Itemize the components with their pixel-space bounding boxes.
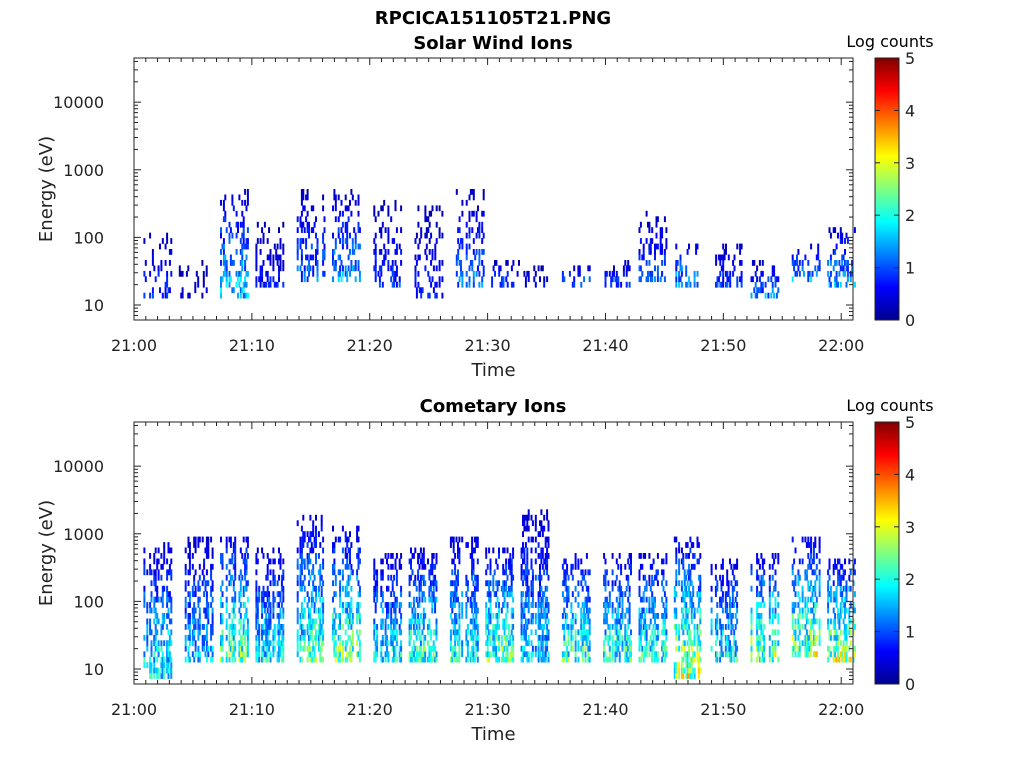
solar-wind-y-tick-labels: 10 100 1000 10000 [53,93,104,315]
solar-wind-x-tick-labels: 21:00 21:10 21:20 21:30 21:40 21:50 22:00 [111,336,864,355]
x-tick-label: 21:10 [229,700,275,719]
y-tick-label: 10000 [53,457,104,476]
solar-wind-ylabel: Energy (eV) [36,136,57,242]
heatmap-burst [178,260,208,299]
solar-wind-ticks [133,58,854,321]
colorbar-tick-label: 0 [905,311,915,330]
heatmap-burst [332,525,361,663]
solar-wind-xlabel: Time [470,360,515,381]
colorbar-tick-label: 3 [905,154,915,173]
heatmap-burst [414,205,444,299]
heatmap-burst [520,509,550,663]
heatmap-burst [408,547,438,663]
y-tick-label: 10 [84,296,104,315]
cometary-heatmap [143,509,856,679]
y-tick-label: 1000 [63,525,104,544]
heatmap-burst [827,227,856,288]
heatmap-burst [143,232,173,299]
solar-wind-heatmap [143,189,856,299]
heatmap-burst [715,243,743,288]
x-tick-label: 22:00 [818,700,864,719]
heatmap-burst [296,514,325,663]
y-tick-label: 10 [84,660,104,679]
solar-wind-colorbar-ticks: 0 1 2 3 4 5 [875,49,915,330]
colorbar-tick-label: 2 [905,570,915,589]
x-tick-label: 21:40 [582,336,628,355]
heatmap-burst [750,553,780,663]
colorbar-tick-label: 2 [905,206,915,225]
y-tick-label: 100 [73,592,104,611]
heatmap-burst [373,199,403,288]
colorbar-tick-label: 5 [905,49,915,68]
solar-wind-colorbar-label: Log counts [846,32,933,51]
solar-wind-plot-frame [133,57,854,321]
heatmap-burst [603,553,632,663]
heatmap-burst [449,536,479,663]
colorbar-tick-label: 4 [905,101,915,120]
y-tick-label: 10000 [53,93,104,112]
x-tick-label: 21:10 [229,336,275,355]
y-tick-label: 1000 [63,161,104,180]
heatmap-burst [675,243,699,288]
colorbar-tick-label: 3 [905,518,915,537]
x-tick-label: 21:40 [582,700,628,719]
heatmap-burst [455,189,485,288]
cometary-colorbar-ticks: 0 1 2 3 4 5 [875,413,915,694]
heatmap-burst [143,542,173,679]
heatmap-burst [523,265,549,288]
heatmap-burst [638,553,668,663]
heatmap-burst [220,189,249,299]
cometary-xlabel: Time [470,724,515,745]
solar-wind-title: Solar Wind Ions [413,33,572,54]
colorbar-tick-label: 1 [905,623,915,642]
heatmap-burst [561,265,591,288]
x-tick-label: 21:50 [700,336,746,355]
cometary-x-tick-labels: 21:00 21:10 21:20 21:30 21:40 21:50 22:00 [111,700,864,719]
heatmap-burst [296,189,326,283]
cometary-colorbar-label: Log counts [846,396,933,415]
cometary-ticks [133,422,854,685]
colorbar-tick-label: 1 [905,259,915,278]
x-tick-label: 22:00 [818,336,864,355]
heatmap-burst [791,536,821,658]
heatmap-burst [638,210,668,283]
x-tick-label: 21:30 [465,700,511,719]
x-tick-label: 21:00 [111,700,157,719]
heatmap-burst [750,260,780,299]
colorbar-tick-label: 5 [905,413,915,432]
heatmap-burst [673,536,702,679]
cometary-colorbar [874,421,900,685]
colorbar-tick-label: 4 [905,465,915,484]
heatmap-burst [491,260,520,288]
heatmap-burst [332,189,361,283]
heatmap-burst [561,553,591,663]
cometary-title: Cometary Ions [420,396,567,417]
heatmap-burst [710,558,739,663]
x-tick-label: 21:20 [347,700,393,719]
heatmap-burst [184,536,214,663]
heatmap-burst [485,547,515,663]
cometary-plot-frame [133,421,854,685]
heatmap-burst [255,547,285,663]
heatmap-burst [827,558,856,663]
cometary-ylabel: Energy (eV) [36,500,57,606]
colorbar-tick-label: 0 [905,675,915,694]
x-tick-label: 21:50 [700,700,746,719]
cometary-y-tick-labels: 10 100 1000 10000 [53,457,104,679]
heatmap-burst [604,260,631,288]
heatmap-burst [255,221,285,288]
solar-wind-colorbar [874,57,900,321]
figure-title: RPCICA151105T21.PNG [375,8,611,29]
heatmap-burst [220,536,249,663]
y-tick-label: 100 [73,228,104,247]
x-tick-label: 21:30 [465,336,511,355]
heatmap-burst [373,553,403,663]
x-tick-label: 21:00 [111,336,157,355]
heatmap-burst [791,243,821,283]
x-tick-label: 21:20 [347,336,393,355]
